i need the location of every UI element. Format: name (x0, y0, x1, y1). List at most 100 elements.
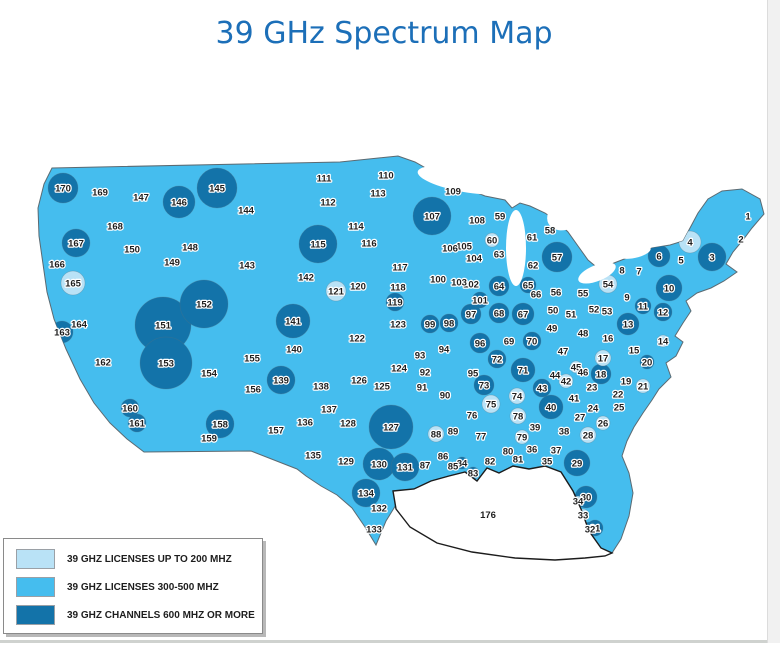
region-label-161: 161 (129, 419, 146, 430)
region-label-101: 101 (472, 296, 489, 307)
region-label-84: 84 (457, 459, 468, 470)
region-label-92: 92 (420, 368, 431, 379)
region-label-60: 60 (487, 236, 498, 247)
window-bottom-border (0, 640, 767, 643)
region-label-170: 170 (55, 184, 71, 195)
region-area-84 (455, 456, 469, 470)
region-label-1: 1 (745, 212, 751, 223)
scrollbar-track[interactable] (767, 0, 780, 643)
region-area-79 (514, 429, 530, 445)
legend-item-300-500mhz: 39 GHZ LICENSES 300-500 MHZ (16, 577, 219, 597)
region-label-123: 123 (390, 320, 406, 331)
region-label-162: 162 (95, 358, 111, 369)
region-label-39: 39 (530, 423, 541, 434)
gulf-region-176 (392, 465, 614, 561)
region-label-147: 147 (133, 193, 149, 204)
region-area-141 (275, 303, 311, 339)
region-area-127 (368, 404, 414, 450)
region-label-88: 88 (431, 430, 442, 441)
region-label-87: 87 (420, 461, 431, 472)
legend-swatch-light (16, 549, 55, 569)
region-label-137: 137 (321, 405, 337, 416)
region-area-131 (390, 452, 420, 482)
region-label-150: 150 (124, 245, 140, 256)
region-area-99 (420, 314, 440, 334)
region-label-11: 11 (638, 302, 649, 313)
region-area-170 (47, 172, 79, 204)
lake-michigan-icon (506, 210, 526, 286)
great-lakes (417, 165, 651, 286)
region-label-51: 51 (566, 310, 577, 321)
lake-superior-icon (417, 165, 513, 195)
region-area-26 (595, 415, 611, 431)
region-label-94: 94 (439, 345, 450, 356)
region-area-75 (481, 394, 501, 414)
region-label-13: 13 (623, 320, 634, 331)
region-label-9: 9 (624, 293, 629, 304)
region-label-35: 35 (542, 457, 553, 468)
region-label-85: 85 (448, 462, 459, 473)
region-label-120: 120 (350, 282, 366, 293)
lake-erie-icon (578, 262, 616, 284)
region-label-74: 74 (512, 392, 523, 403)
legend-swatch-medium (16, 577, 55, 597)
region-label-43: 43 (537, 384, 548, 395)
region-area-158 (205, 409, 235, 439)
region-label-54: 54 (603, 280, 614, 291)
region-label-56: 56 (551, 288, 562, 299)
region-area-65 (519, 276, 537, 294)
region-area-42 (558, 373, 574, 389)
region-label-22: 22 (613, 390, 624, 401)
region-area-152 (179, 279, 229, 329)
region-area-20 (639, 354, 655, 370)
region-area-153 (139, 336, 193, 390)
region-label-97: 97 (466, 310, 477, 321)
region-label-41: 41 (569, 394, 580, 405)
region-label-158: 158 (212, 420, 228, 431)
region-label-90: 90 (440, 391, 451, 402)
region-label-71: 71 (518, 366, 529, 377)
region-label-118: 118 (390, 283, 405, 294)
region-label-6: 6 (656, 252, 661, 263)
region-label-72: 72 (492, 355, 503, 366)
region-label-133: 133 (366, 525, 382, 536)
region-label-115: 115 (310, 240, 326, 251)
legend-label-up-to-200mhz: 39 GHZ LICENSES UP TO 200 MHZ (67, 553, 232, 565)
region-area-11 (634, 297, 652, 315)
region-label-30: 30 (581, 493, 592, 504)
region-label-134: 134 (358, 489, 375, 500)
region-area-139 (266, 365, 296, 395)
region-label-61: 61 (527, 233, 538, 244)
region-area-160 (120, 398, 140, 418)
region-label-3: 3 (709, 253, 714, 264)
region-label-44: 44 (550, 371, 561, 382)
region-label-167: 167 (68, 239, 84, 250)
region-label-81: 81 (513, 455, 524, 466)
region-label-163: 163 (54, 328, 70, 339)
region-area-97 (460, 303, 482, 325)
page-title: 39 GHz Spectrum Map (215, 16, 553, 51)
region-area-96 (469, 332, 491, 354)
region-area-115 (298, 224, 338, 264)
region-area-146 (162, 185, 196, 219)
lake-huron-icon (547, 197, 585, 231)
region-label-121: 121 (328, 287, 345, 298)
region-area-10 (655, 274, 683, 302)
region-label-58: 58 (545, 226, 556, 237)
region-label-67: 67 (518, 310, 529, 321)
region-label-117: 117 (392, 263, 407, 274)
region-label-153: 153 (158, 359, 174, 370)
region-label-17: 17 (598, 354, 609, 365)
region-label-46: 46 (578, 368, 589, 379)
region-label-45: 45 (571, 363, 582, 374)
region-label-29: 29 (572, 459, 583, 470)
region-label-157: 157 (268, 426, 284, 437)
region-label-77: 77 (476, 432, 487, 443)
legend-item-up-to-200mhz: 39 GHZ LICENSES UP TO 200 MHZ (16, 549, 232, 569)
region-areas (47, 167, 727, 537)
region-label-40: 40 (546, 403, 557, 414)
region-label-7: 7 (636, 267, 641, 278)
